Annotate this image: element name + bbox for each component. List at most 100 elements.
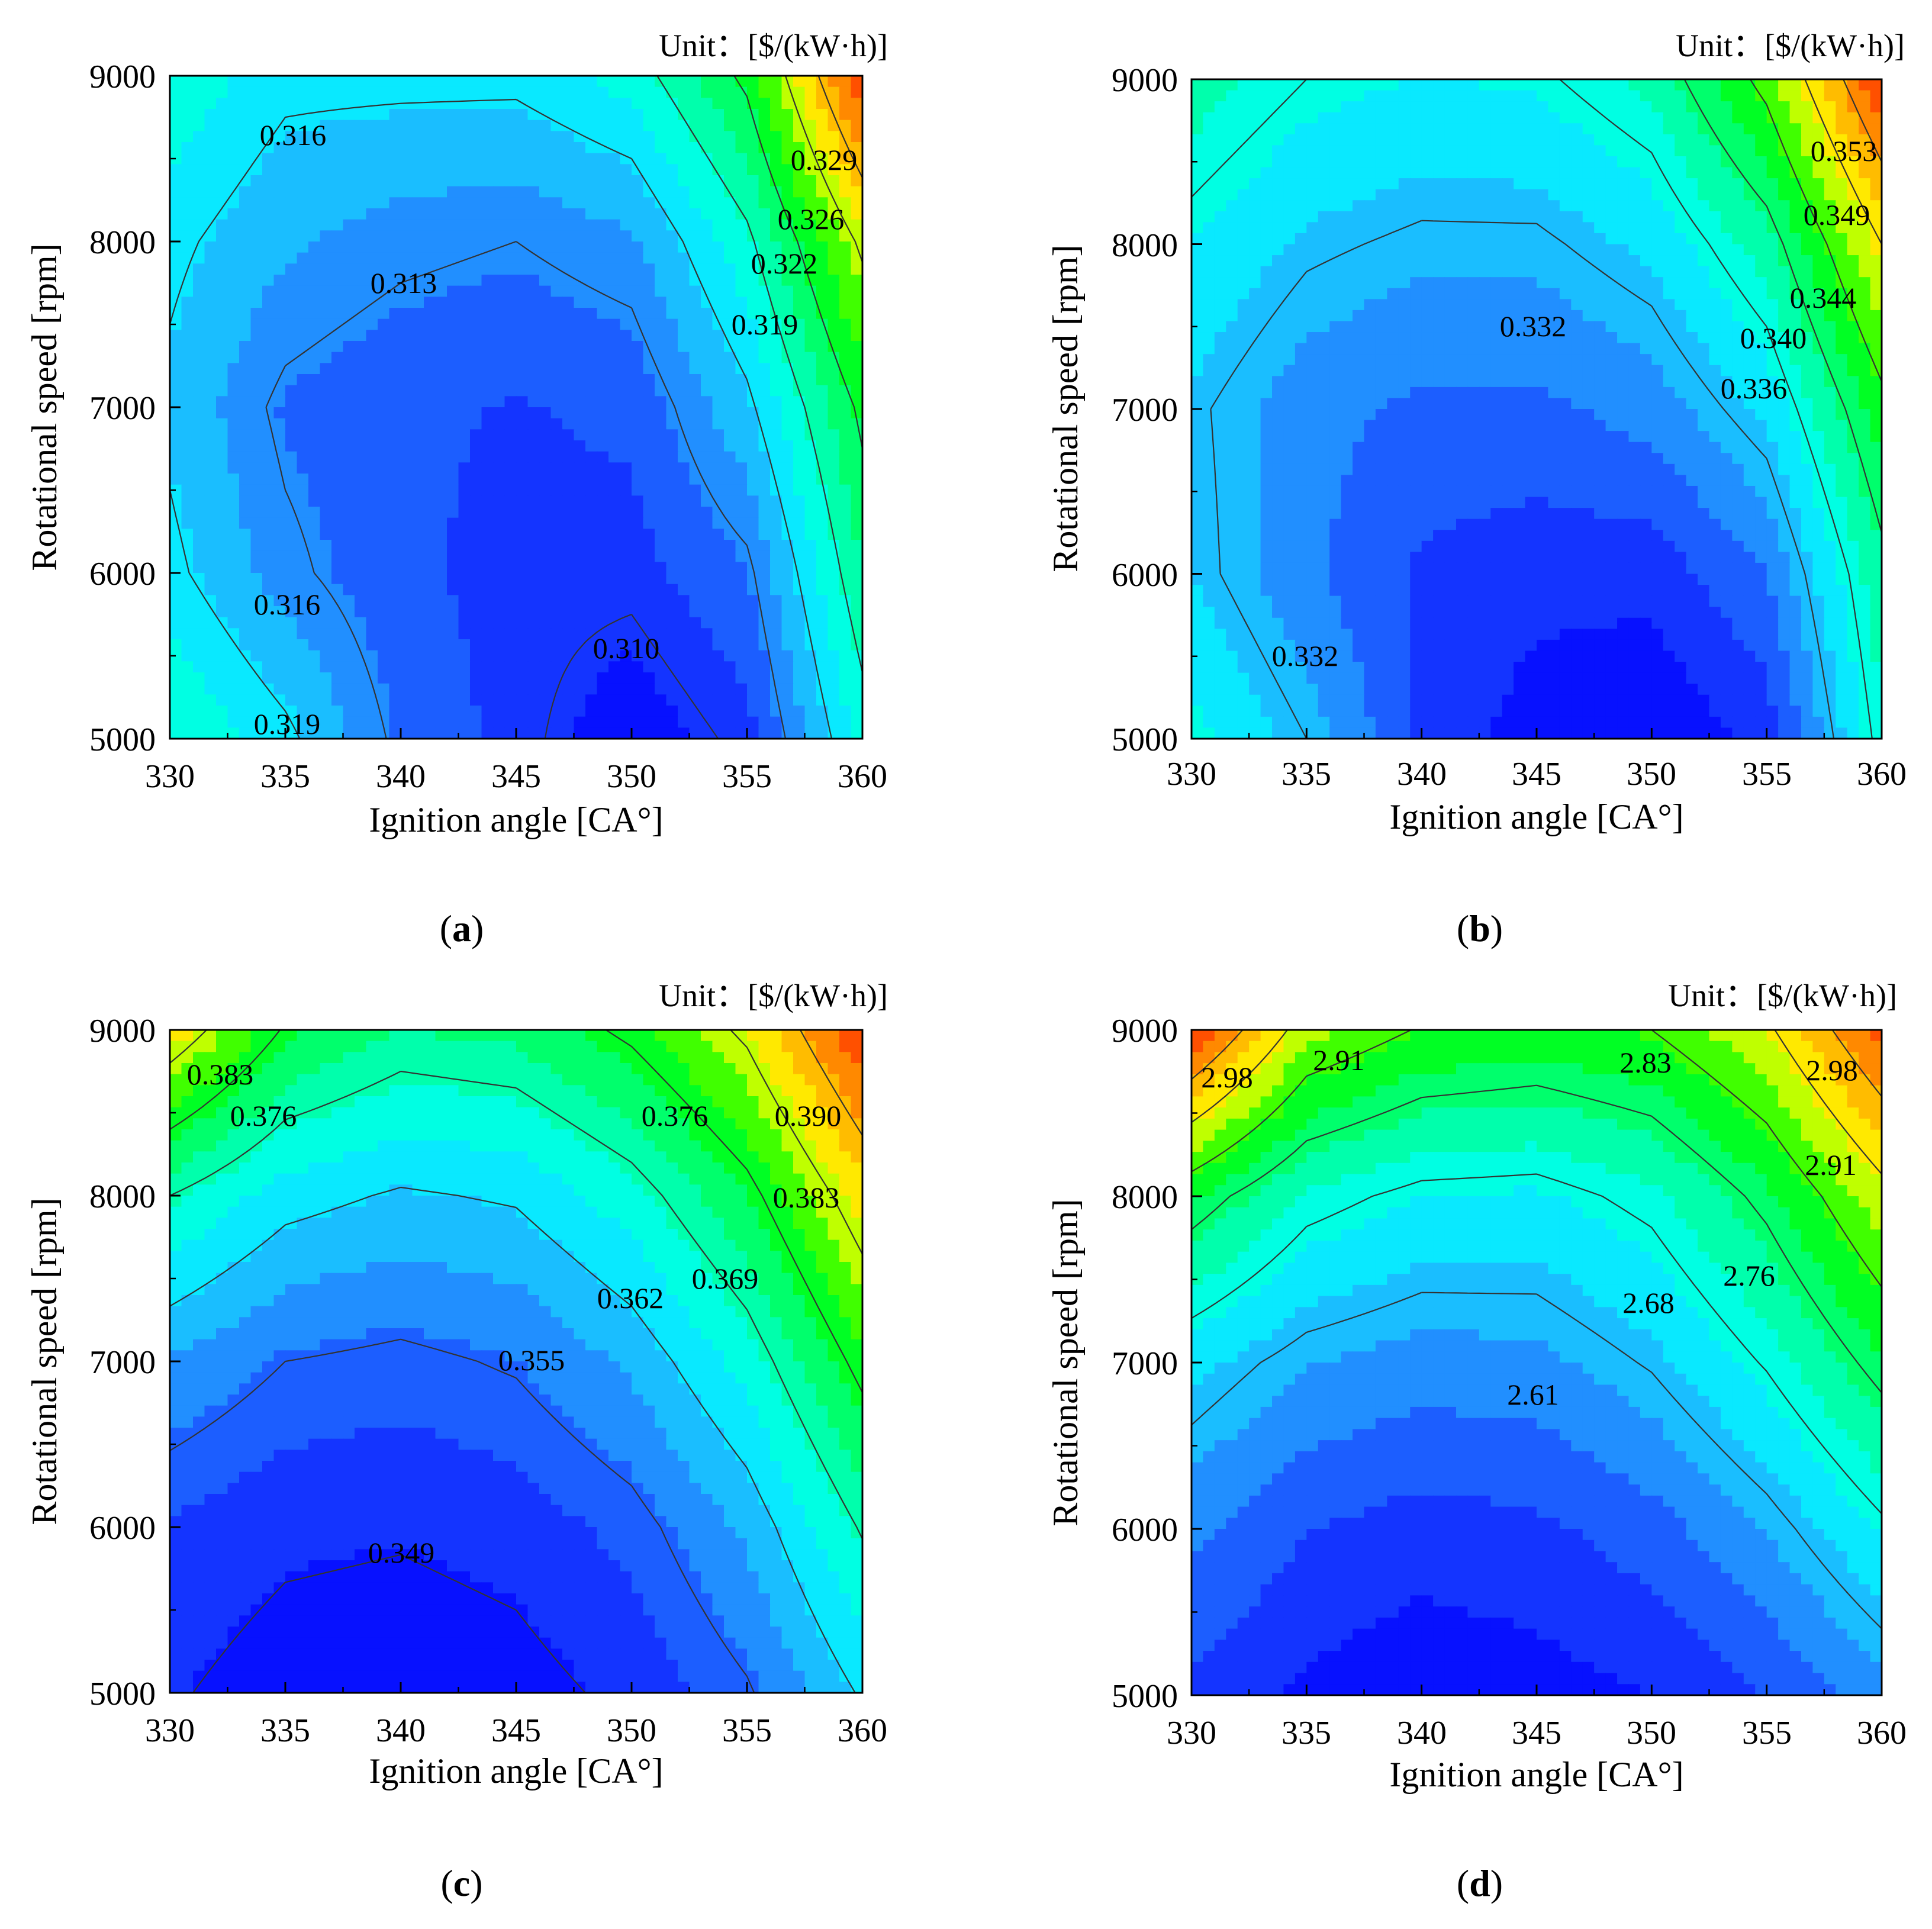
heatmap-cell (297, 617, 309, 629)
heatmap-cell (250, 650, 263, 662)
heatmap-cell (1870, 178, 1882, 190)
heatmap-cell (1720, 255, 1733, 267)
heatmap-cell (770, 540, 783, 552)
heatmap-cell (1571, 277, 1583, 289)
heatmap-cell (389, 153, 401, 165)
heatmap-cell (504, 418, 517, 430)
heatmap-cell (1272, 310, 1284, 322)
heatmap-cell (193, 429, 205, 441)
heatmap-cell (712, 706, 724, 717)
heatmap-cell (285, 352, 298, 364)
heatmap-cell (735, 120, 748, 132)
heatmap-cell (216, 495, 228, 507)
heatmap-cell (273, 683, 286, 695)
heatmap-cell (1203, 101, 1215, 113)
heatmap-cell (262, 352, 275, 364)
heatmap-cell (343, 285, 355, 298)
heatmap-cell (1663, 310, 1675, 322)
heatmap-cell (401, 363, 413, 375)
heatmap-cell (585, 385, 598, 397)
heatmap-cell (1605, 90, 1618, 102)
heatmap-cell (355, 385, 367, 397)
heatmap-cell (1226, 299, 1238, 311)
heatmap-cell (1559, 167, 1572, 179)
heatmap-cell (493, 285, 505, 298)
heatmap-cell (516, 407, 529, 419)
heatmap-cell (1640, 189, 1653, 201)
heatmap-cell (1318, 222, 1330, 234)
heatmap-cell (666, 186, 678, 198)
heatmap-cell (401, 727, 413, 739)
heatmap-cell (1387, 288, 1399, 300)
heatmap-cell (1801, 123, 1814, 135)
heatmap-cell (562, 639, 575, 651)
heatmap-cell (1272, 90, 1284, 102)
heatmap-cell (285, 76, 298, 88)
heatmap-cell (227, 706, 240, 717)
heatmap-cell (678, 628, 690, 640)
heatmap-cell (493, 98, 505, 110)
heatmap-cell (712, 694, 724, 706)
heatmap-cell (1755, 222, 1767, 234)
heatmap-cell (1605, 222, 1618, 234)
heatmap-cell (758, 186, 771, 198)
heatmap-cell (793, 352, 806, 364)
heatmap-cell (793, 429, 806, 441)
heatmap-cell (378, 495, 390, 507)
heatmap-cell (701, 197, 713, 209)
heatmap-cell (1525, 178, 1537, 190)
heatmap-cell (585, 297, 598, 308)
heatmap-cell (1847, 123, 1859, 135)
heatmap-cell (262, 550, 275, 563)
heatmap-cell (1548, 266, 1560, 278)
heatmap-cell (378, 98, 390, 110)
heatmap-cell (1364, 178, 1376, 190)
heatmap-cell (193, 297, 205, 308)
heatmap-cell (632, 650, 644, 662)
heatmap-cell (1479, 299, 1492, 311)
heatmap-cell (1847, 255, 1859, 267)
heatmap-cell (1410, 101, 1422, 113)
heatmap-cell (1192, 145, 1204, 157)
heatmap-cell (574, 175, 586, 187)
heatmap-cell (550, 584, 563, 596)
heatmap-cell (666, 352, 678, 364)
heatmap-cell (331, 142, 344, 154)
heatmap-cell (585, 440, 598, 452)
heatmap-cell (1720, 277, 1733, 289)
heatmap-cell (1755, 255, 1767, 267)
heatmap-cell (273, 330, 286, 342)
heatmap-cell (204, 175, 217, 187)
heatmap-cell (181, 318, 194, 331)
heatmap-cell (355, 186, 367, 198)
heatmap-cell (1720, 189, 1733, 201)
heatmap-cell (1778, 244, 1791, 256)
heatmap-cell (493, 418, 505, 430)
heatmap-cell (378, 474, 390, 485)
heatmap-cell (447, 219, 459, 231)
heatmap-cell (781, 683, 794, 695)
heatmap-cell (527, 440, 540, 452)
heatmap-cell (1444, 145, 1457, 157)
heatmap-cell (527, 562, 540, 574)
heatmap-cell (1226, 266, 1238, 278)
heatmap-cell (1640, 200, 1653, 212)
heatmap-cell (401, 175, 413, 187)
heatmap-cell (447, 275, 459, 286)
heatmap-cell (516, 474, 529, 485)
heatmap-cell (643, 617, 655, 629)
heatmap-cell (1329, 156, 1342, 168)
heatmap-cell (816, 595, 829, 607)
heatmap-cell (1433, 145, 1445, 157)
heatmap-cell (1537, 244, 1549, 256)
heatmap-cell (1778, 277, 1791, 289)
heatmap-cell (655, 683, 667, 695)
heatmap-cell (712, 120, 724, 132)
heatmap-cell (1824, 189, 1837, 201)
heatmap-cell (1859, 299, 1871, 311)
heatmap-cell (273, 352, 286, 364)
heatmap-cell (204, 330, 217, 342)
heatmap-cell (250, 683, 263, 695)
heatmap-cell (481, 352, 494, 364)
heatmap-cell (1686, 299, 1698, 311)
